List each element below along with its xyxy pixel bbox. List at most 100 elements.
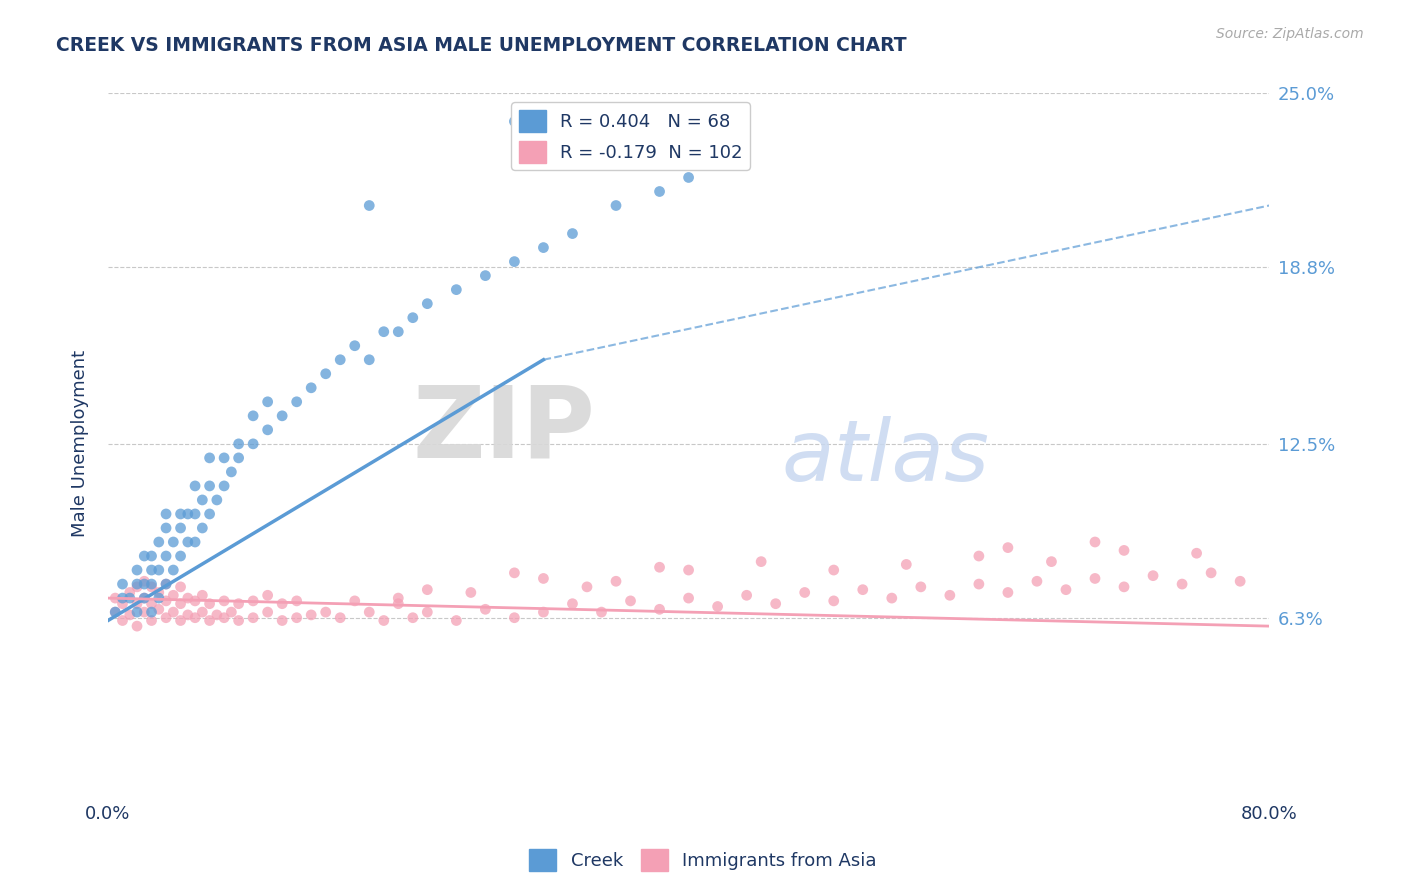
Point bbox=[533, 571, 555, 585]
Point bbox=[402, 310, 425, 325]
Point bbox=[191, 588, 214, 602]
Point bbox=[184, 479, 207, 493]
Point bbox=[387, 591, 409, 606]
Point bbox=[605, 574, 627, 589]
Point bbox=[896, 558, 918, 572]
Point bbox=[118, 585, 141, 599]
Point bbox=[1040, 555, 1063, 569]
Point bbox=[104, 605, 127, 619]
Point bbox=[184, 535, 207, 549]
Point bbox=[155, 577, 177, 591]
Point bbox=[373, 614, 395, 628]
Point bbox=[648, 185, 671, 199]
Point bbox=[1084, 535, 1107, 549]
Point bbox=[910, 580, 932, 594]
Point bbox=[228, 450, 250, 465]
Text: CREEK VS IMMIGRANTS FROM ASIA MALE UNEMPLOYMENT CORRELATION CHART: CREEK VS IMMIGRANTS FROM ASIA MALE UNEMP… bbox=[56, 36, 907, 54]
Point bbox=[880, 591, 903, 606]
Point bbox=[967, 577, 990, 591]
Point bbox=[111, 597, 134, 611]
Point bbox=[184, 507, 207, 521]
Point bbox=[155, 577, 177, 591]
Point bbox=[823, 563, 845, 577]
Point bbox=[125, 605, 148, 619]
Point bbox=[141, 597, 163, 611]
Point bbox=[111, 577, 134, 591]
Point bbox=[256, 394, 278, 409]
Point bbox=[141, 580, 163, 594]
Point bbox=[315, 367, 337, 381]
Point bbox=[561, 227, 583, 241]
Point bbox=[285, 594, 308, 608]
Point bbox=[148, 602, 170, 616]
Point bbox=[134, 605, 156, 619]
Point bbox=[134, 574, 156, 589]
Point bbox=[460, 585, 482, 599]
Point bbox=[198, 597, 221, 611]
Point bbox=[561, 597, 583, 611]
Point bbox=[503, 114, 526, 128]
Point bbox=[169, 597, 191, 611]
Text: atlas: atlas bbox=[782, 417, 990, 500]
Point bbox=[997, 541, 1019, 555]
Point bbox=[191, 605, 214, 619]
Point bbox=[155, 594, 177, 608]
Point bbox=[416, 605, 439, 619]
Point bbox=[474, 268, 496, 283]
Point bbox=[221, 605, 243, 619]
Point bbox=[997, 585, 1019, 599]
Point bbox=[141, 549, 163, 563]
Point bbox=[242, 611, 264, 625]
Point bbox=[299, 607, 322, 622]
Point bbox=[271, 597, 294, 611]
Point bbox=[299, 381, 322, 395]
Point bbox=[591, 605, 613, 619]
Point bbox=[1084, 571, 1107, 585]
Point bbox=[1054, 582, 1077, 597]
Point bbox=[967, 549, 990, 563]
Point bbox=[1026, 574, 1049, 589]
Point bbox=[648, 560, 671, 574]
Point bbox=[416, 296, 439, 310]
Point bbox=[387, 325, 409, 339]
Point bbox=[162, 605, 184, 619]
Point bbox=[329, 352, 352, 367]
Y-axis label: Male Unemployment: Male Unemployment bbox=[72, 351, 89, 537]
Text: ZIP: ZIP bbox=[413, 382, 596, 478]
Point bbox=[735, 588, 758, 602]
Point bbox=[177, 591, 200, 606]
Point bbox=[155, 549, 177, 563]
Point bbox=[191, 492, 214, 507]
Point bbox=[359, 352, 381, 367]
Point bbox=[148, 563, 170, 577]
Point bbox=[125, 563, 148, 577]
Point bbox=[228, 614, 250, 628]
Text: Source: ZipAtlas.com: Source: ZipAtlas.com bbox=[1216, 27, 1364, 41]
Point bbox=[619, 594, 641, 608]
Point bbox=[212, 450, 235, 465]
Point bbox=[141, 577, 163, 591]
Point bbox=[706, 143, 728, 157]
Point bbox=[162, 588, 184, 602]
Point bbox=[271, 614, 294, 628]
Point bbox=[256, 423, 278, 437]
Point bbox=[111, 591, 134, 606]
Point bbox=[285, 611, 308, 625]
Point bbox=[198, 450, 221, 465]
Point bbox=[212, 611, 235, 625]
Point bbox=[706, 599, 728, 614]
Point bbox=[148, 585, 170, 599]
Point bbox=[823, 594, 845, 608]
Point bbox=[648, 602, 671, 616]
Point bbox=[533, 241, 555, 255]
Point bbox=[169, 521, 191, 535]
Point bbox=[343, 594, 366, 608]
Point bbox=[212, 594, 235, 608]
Point bbox=[533, 605, 555, 619]
Point bbox=[242, 409, 264, 423]
Point bbox=[177, 535, 200, 549]
Point bbox=[474, 602, 496, 616]
Point bbox=[141, 563, 163, 577]
Point bbox=[678, 170, 700, 185]
Point bbox=[111, 614, 134, 628]
